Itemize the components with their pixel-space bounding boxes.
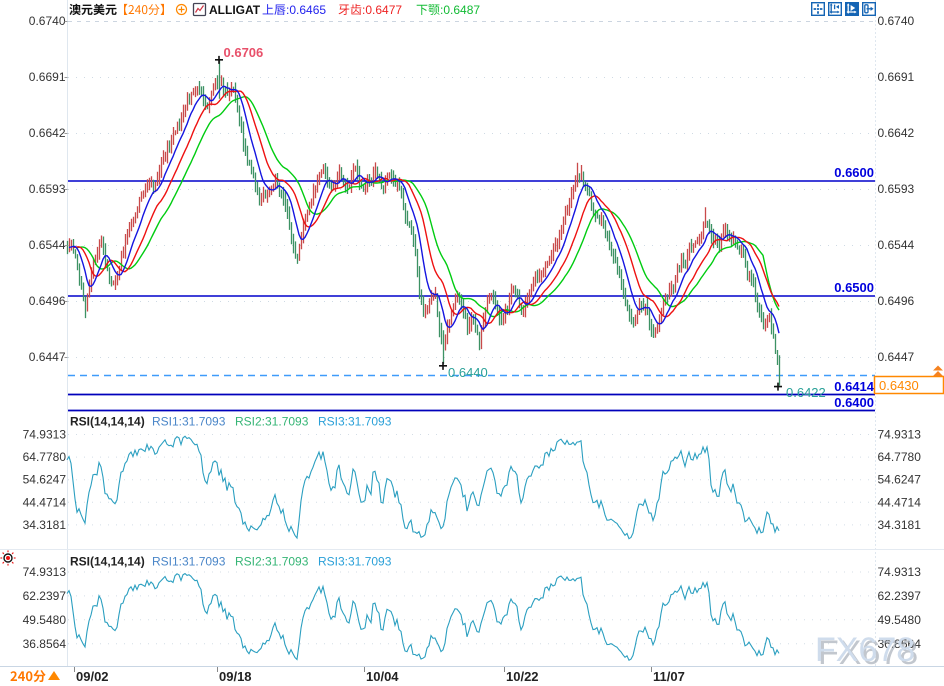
svg-text:74.9313: 74.9313 bbox=[23, 565, 67, 579]
svg-text:36.8564: 36.8564 bbox=[23, 637, 67, 651]
svg-text:0.6593: 0.6593 bbox=[878, 182, 915, 196]
svg-text::0.6487: :0.6487 bbox=[440, 3, 480, 17]
svg-text:0.6430: 0.6430 bbox=[879, 378, 919, 393]
svg-text:0.6691: 0.6691 bbox=[878, 70, 915, 84]
svg-text:74.9313: 74.9313 bbox=[878, 428, 922, 442]
svg-text:0.6544: 0.6544 bbox=[878, 238, 915, 252]
svg-text:RSI2:31.7093: RSI2:31.7093 bbox=[235, 415, 309, 429]
svg-text:09/18: 09/18 bbox=[219, 669, 252, 684]
svg-text:RSI(14,14,14): RSI(14,14,14) bbox=[70, 555, 145, 569]
svg-text:RSI3:31.7093: RSI3:31.7093 bbox=[318, 555, 392, 569]
svg-text:0.6740: 0.6740 bbox=[29, 14, 66, 28]
svg-text:FX678: FX678 bbox=[818, 634, 918, 672]
svg-text:RSI1:31.7093: RSI1:31.7093 bbox=[152, 555, 226, 569]
svg-text:0.6600: 0.6600 bbox=[834, 165, 874, 180]
svg-text:74.9313: 74.9313 bbox=[23, 428, 67, 442]
svg-text:0.6400: 0.6400 bbox=[834, 395, 874, 410]
svg-text::0.6465: :0.6465 bbox=[286, 3, 326, 17]
svg-text:44.4714: 44.4714 bbox=[23, 495, 67, 509]
svg-text:10/04: 10/04 bbox=[366, 669, 399, 684]
svg-text:RSI3:31.7093: RSI3:31.7093 bbox=[318, 415, 392, 429]
svg-text:09/02: 09/02 bbox=[76, 669, 109, 684]
svg-text:0.6740: 0.6740 bbox=[878, 14, 915, 28]
svg-text:RSI1:31.7093: RSI1:31.7093 bbox=[152, 415, 226, 429]
svg-text:0.6496: 0.6496 bbox=[29, 294, 66, 308]
svg-text:0.6500: 0.6500 bbox=[834, 280, 874, 295]
svg-text:0.6706: 0.6706 bbox=[224, 45, 264, 60]
svg-text:62.2397: 62.2397 bbox=[23, 589, 67, 603]
svg-text:0.6440: 0.6440 bbox=[448, 365, 488, 380]
svg-text:0.6691: 0.6691 bbox=[29, 70, 66, 84]
svg-text:54.6247: 54.6247 bbox=[878, 473, 922, 487]
svg-text:ALLIGAT: ALLIGAT bbox=[209, 3, 261, 17]
svg-text:RSI2:31.7093: RSI2:31.7093 bbox=[235, 555, 309, 569]
svg-text:0.6593: 0.6593 bbox=[29, 182, 66, 196]
svg-text:0.6414: 0.6414 bbox=[834, 379, 875, 394]
svg-text:34.3181: 34.3181 bbox=[878, 518, 922, 532]
svg-text:0.6422: 0.6422 bbox=[786, 385, 826, 400]
svg-text:49.5480: 49.5480 bbox=[878, 613, 922, 627]
svg-text:64.7780: 64.7780 bbox=[23, 450, 67, 464]
svg-text:0.6447: 0.6447 bbox=[29, 350, 66, 364]
svg-text:10/22: 10/22 bbox=[506, 669, 539, 684]
svg-text:0.6642: 0.6642 bbox=[29, 126, 66, 140]
svg-text:11/07: 11/07 bbox=[653, 669, 685, 684]
svg-text:44.4714: 44.4714 bbox=[878, 495, 922, 509]
svg-text:74.9313: 74.9313 bbox=[878, 565, 922, 579]
svg-text:49.5480: 49.5480 bbox=[23, 613, 67, 627]
svg-text:34.3181: 34.3181 bbox=[23, 518, 67, 532]
svg-text:0.6447: 0.6447 bbox=[878, 350, 915, 364]
svg-text:0.6496: 0.6496 bbox=[878, 294, 915, 308]
svg-text:36.8564: 36.8564 bbox=[878, 637, 922, 651]
svg-text:FX678: FX678 bbox=[815, 631, 915, 669]
svg-text:62.2397: 62.2397 bbox=[878, 589, 922, 603]
svg-text:0.6544: 0.6544 bbox=[29, 238, 66, 252]
svg-text:64.7780: 64.7780 bbox=[878, 450, 922, 464]
svg-text::0.6477: :0.6477 bbox=[362, 3, 402, 17]
svg-text:54.6247: 54.6247 bbox=[23, 473, 67, 487]
svg-text:RSI(14,14,14): RSI(14,14,14) bbox=[70, 415, 145, 429]
svg-text:0.6642: 0.6642 bbox=[878, 126, 915, 140]
